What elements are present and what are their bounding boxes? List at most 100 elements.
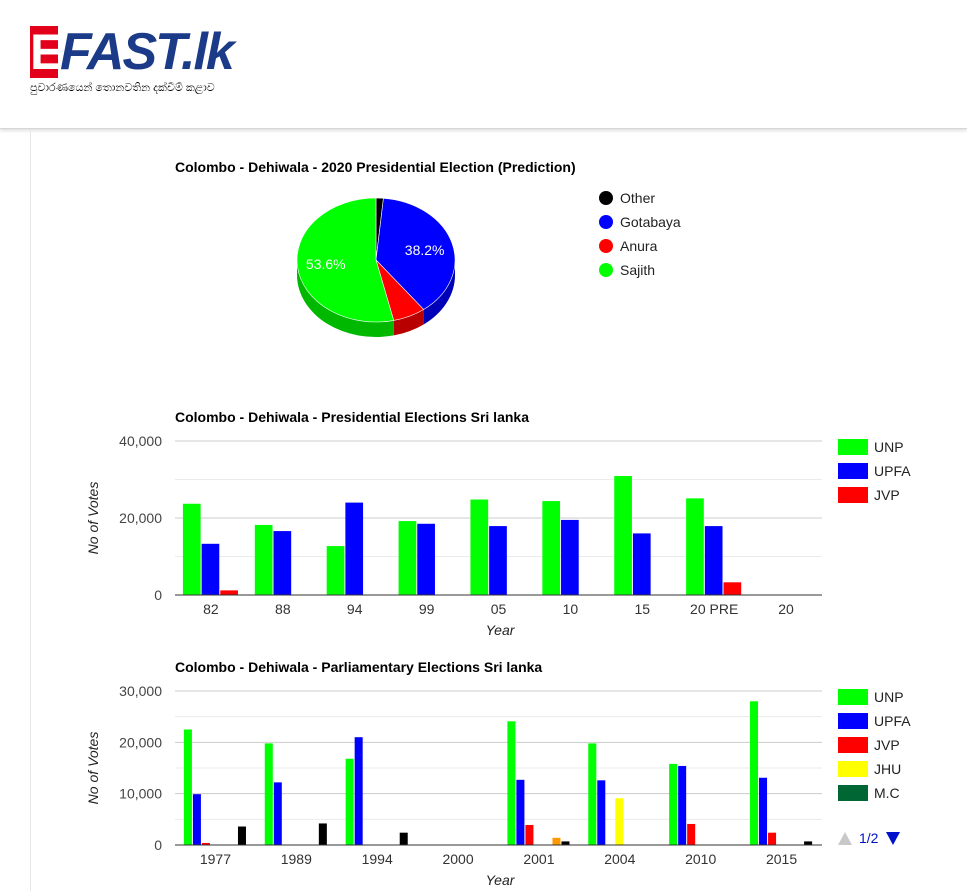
bar-upfa-05[interactable] bbox=[489, 526, 507, 595]
bar-upfa-2015[interactable] bbox=[759, 777, 768, 845]
bar-jvp-82[interactable] bbox=[220, 590, 238, 595]
bar-upfa-94[interactable] bbox=[345, 502, 364, 595]
bar-unp-2001[interactable] bbox=[507, 721, 516, 845]
bar-upfa-2010[interactable] bbox=[678, 765, 687, 845]
pie-slices: 38.2% 53.6% bbox=[296, 197, 456, 337]
y-tick-label: 10,000 bbox=[119, 786, 162, 802]
presidential-legend: UNP UPFA JVP bbox=[838, 439, 911, 503]
bar-unp-1989[interactable] bbox=[264, 743, 273, 845]
bar-upfa-1994[interactable] bbox=[354, 737, 363, 845]
pie-legend-marker-gotabaya bbox=[599, 215, 613, 229]
bar-series-6-2001[interactable] bbox=[561, 841, 570, 845]
bar-unp-2010[interactable] bbox=[669, 763, 678, 845]
x-tick-label: 10 bbox=[563, 601, 579, 617]
bar-jhu-2004[interactable] bbox=[615, 798, 624, 845]
x-tick-label: 88 bbox=[275, 601, 291, 617]
bar-unp-20-pre[interactable] bbox=[686, 498, 704, 595]
bar-upfa-10[interactable] bbox=[561, 519, 579, 595]
y-tick-label: 30,000 bbox=[119, 683, 162, 699]
bar-jvp-2001[interactable] bbox=[525, 824, 534, 845]
bar-upfa-82[interactable] bbox=[201, 543, 220, 595]
legend-label-jvp[interactable]: JVP bbox=[874, 737, 900, 753]
pie-slice-side-anura bbox=[393, 309, 424, 336]
bar-jvp-2015[interactable] bbox=[768, 832, 777, 845]
x-tick-label: 2004 bbox=[604, 851, 635, 867]
legend-swatch-unp bbox=[838, 439, 868, 455]
presidential-x-axis-label: Year bbox=[486, 622, 516, 638]
legend-label-upfa[interactable]: UPFA bbox=[874, 463, 911, 479]
x-tick-label: 1989 bbox=[281, 851, 312, 867]
pie-legend-label-anura[interactable]: Anura bbox=[620, 238, 658, 254]
x-tick-label: 2001 bbox=[523, 851, 554, 867]
legend-label-jvp[interactable]: JVP bbox=[874, 487, 900, 503]
pie-legend-marker-anura bbox=[599, 239, 613, 253]
bar-series-6-1989[interactable] bbox=[318, 823, 327, 845]
pie-legend-label-sajith[interactable]: Sajith bbox=[620, 262, 655, 278]
x-tick-label: 15 bbox=[634, 601, 650, 617]
y-tick-label: 20,000 bbox=[119, 510, 162, 526]
legend-pager: 1/2 bbox=[838, 830, 900, 846]
bar-upfa-2001[interactable] bbox=[516, 779, 525, 845]
pager-prev-icon[interactable] bbox=[838, 832, 852, 845]
pie-slice-side-sajith bbox=[297, 260, 394, 337]
x-tick-label: 20 PRE bbox=[690, 601, 738, 617]
x-tick-label: 1977 bbox=[200, 851, 231, 867]
bar-unp-99[interactable] bbox=[398, 521, 417, 595]
pie-legend-label-other[interactable]: Other bbox=[620, 190, 655, 206]
bar-upfa-15[interactable] bbox=[632, 533, 651, 595]
bar-series-5-2001[interactable] bbox=[552, 837, 561, 845]
site-logo[interactable]: E FAST.lk පුවාරණයෙන් තොනවතින දක්වීම් කළා… bbox=[30, 23, 235, 100]
x-tick-label: 1994 bbox=[362, 851, 393, 867]
pie-slice-sajith[interactable] bbox=[296, 197, 395, 323]
bar-jvp-1977[interactable] bbox=[201, 842, 210, 845]
legend-label-jhu[interactable]: JHU bbox=[874, 761, 901, 777]
x-tick-label: 2015 bbox=[766, 851, 797, 867]
y-tick-label: 20,000 bbox=[119, 734, 162, 750]
bar-unp-1994[interactable] bbox=[345, 758, 354, 845]
bar-unp-2004[interactable] bbox=[588, 743, 597, 845]
legend-swatch-upfa bbox=[838, 463, 868, 479]
bar-series-6-1977[interactable] bbox=[237, 826, 246, 845]
legend-label-m-c[interactable]: M.C bbox=[874, 785, 900, 801]
legend-label-unp[interactable]: UNP bbox=[874, 689, 904, 705]
bar-jvp-20-pre[interactable] bbox=[723, 582, 742, 595]
legend-label-upfa[interactable]: UPFA bbox=[874, 713, 911, 729]
bar-unp-15[interactable] bbox=[614, 476, 632, 595]
pie-legend-label-gotabaya[interactable]: Gotabaya bbox=[620, 214, 681, 230]
bar-unp-82[interactable] bbox=[182, 503, 201, 595]
bar-upfa-88[interactable] bbox=[273, 531, 292, 595]
x-tick-label: 2010 bbox=[685, 851, 716, 867]
pager-next-icon[interactable] bbox=[886, 832, 900, 845]
legend-swatch-jvp bbox=[838, 737, 868, 753]
presidential-chart: Colombo - Dehiwala - Presidential Electi… bbox=[85, 409, 911, 638]
x-tick-label: 20 bbox=[778, 601, 794, 617]
bar-upfa-1977[interactable] bbox=[192, 794, 201, 845]
x-tick-label: 82 bbox=[203, 601, 219, 617]
legend-label-unp[interactable]: UNP bbox=[874, 439, 904, 455]
y-tick-label: 0 bbox=[154, 837, 162, 853]
bar-unp-94[interactable] bbox=[326, 546, 345, 595]
bar-unp-10[interactable] bbox=[542, 501, 561, 595]
bar-jvp-2010[interactable] bbox=[687, 823, 696, 845]
logo-letter: E bbox=[30, 24, 64, 80]
presidential-plot: 0 20,000 40,000 82 88 94 99 05 10 15 20 PRE 20 bbox=[119, 433, 822, 617]
legend-swatch-jvp bbox=[838, 487, 868, 503]
bar-unp-05[interactable] bbox=[470, 499, 489, 595]
logo-text: FAST.lk bbox=[60, 23, 235, 81]
x-tick-label: 2000 bbox=[442, 851, 473, 867]
bar-series-6-2015[interactable] bbox=[804, 841, 813, 845]
pie-slice-gotabaya[interactable] bbox=[375, 197, 456, 310]
bar-unp-1977[interactable] bbox=[183, 729, 192, 846]
bar-upfa-1989[interactable] bbox=[273, 782, 282, 845]
logo-tagline: පුවාරණයෙන් තොනවතින දක්වීම් කළාව bbox=[30, 82, 215, 94]
bar-unp-2015[interactable] bbox=[750, 701, 759, 845]
x-tick-label: 05 bbox=[491, 601, 507, 617]
parliamentary-plot: 0 10,000 20,000 30,000 1977 1989 1994 2000 2001 2… bbox=[119, 683, 822, 867]
bar-upfa-2004[interactable] bbox=[597, 780, 606, 845]
bar-upfa-20-pre[interactable] bbox=[704, 526, 723, 595]
bar-unp-88[interactable] bbox=[254, 524, 273, 595]
bar-series-6-1994[interactable] bbox=[399, 832, 408, 845]
bar-upfa-99[interactable] bbox=[417, 523, 435, 595]
presidential-chart-title: Colombo - Dehiwala - Presidential Electi… bbox=[175, 409, 529, 425]
pie-legend-marker-sajith bbox=[599, 263, 613, 277]
